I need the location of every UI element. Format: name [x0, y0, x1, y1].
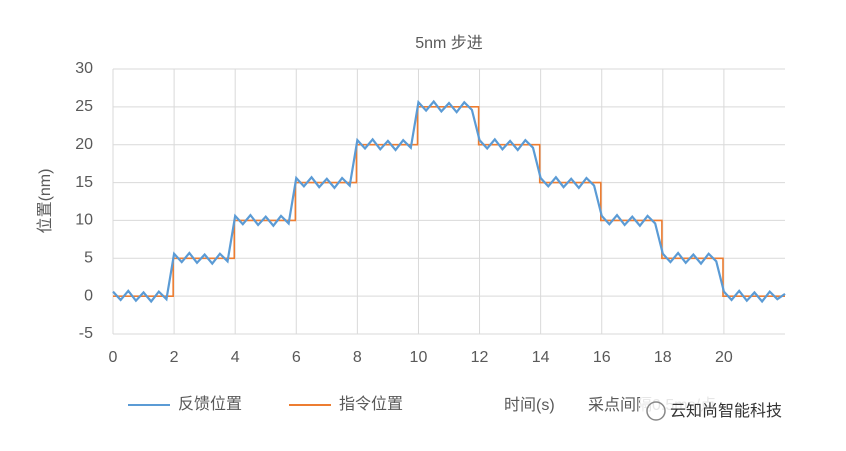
y-tick-label: 15: [75, 174, 93, 191]
x-tick-label: 2: [170, 349, 179, 366]
x-tick-label: 6: [292, 349, 301, 366]
watermark-icon: [646, 401, 666, 421]
x-tick-label: 0: [109, 349, 118, 366]
watermark-group: 云知尚智能科技: [640, 396, 825, 426]
legend-label: 指令位置: [339, 395, 403, 413]
watermark: 云知尚智能科技: [670, 402, 782, 420]
y-tick-label: -5: [79, 325, 93, 342]
x-tick-label: 10: [410, 349, 428, 366]
x-tick-label: 4: [231, 349, 240, 366]
series-line: [113, 106, 785, 297]
y-tick-label: 30: [75, 60, 93, 77]
y-tick-label: 5: [84, 250, 93, 267]
y-tick-label: 25: [75, 98, 93, 115]
x-tick-label: 14: [532, 349, 550, 366]
x-tick-label: 12: [471, 349, 489, 366]
x-tick-label: 20: [715, 349, 733, 366]
watermark-bg: [640, 396, 825, 426]
legend-label: 反馈位置: [178, 395, 242, 413]
x-axis-label: 时间(s): [504, 396, 555, 414]
y-tick-label: 10: [75, 212, 93, 229]
x-tick-label: 16: [593, 349, 611, 366]
y-axis-label: 位置(nm): [36, 169, 54, 234]
y-tick-label: 0: [84, 287, 93, 304]
x-tick-label: 8: [353, 349, 362, 366]
series-line: [112, 99, 786, 304]
chart-title: 5nm 步进: [415, 34, 483, 52]
y-tick-label: 20: [75, 136, 93, 153]
x-tick-label: 18: [654, 349, 672, 366]
